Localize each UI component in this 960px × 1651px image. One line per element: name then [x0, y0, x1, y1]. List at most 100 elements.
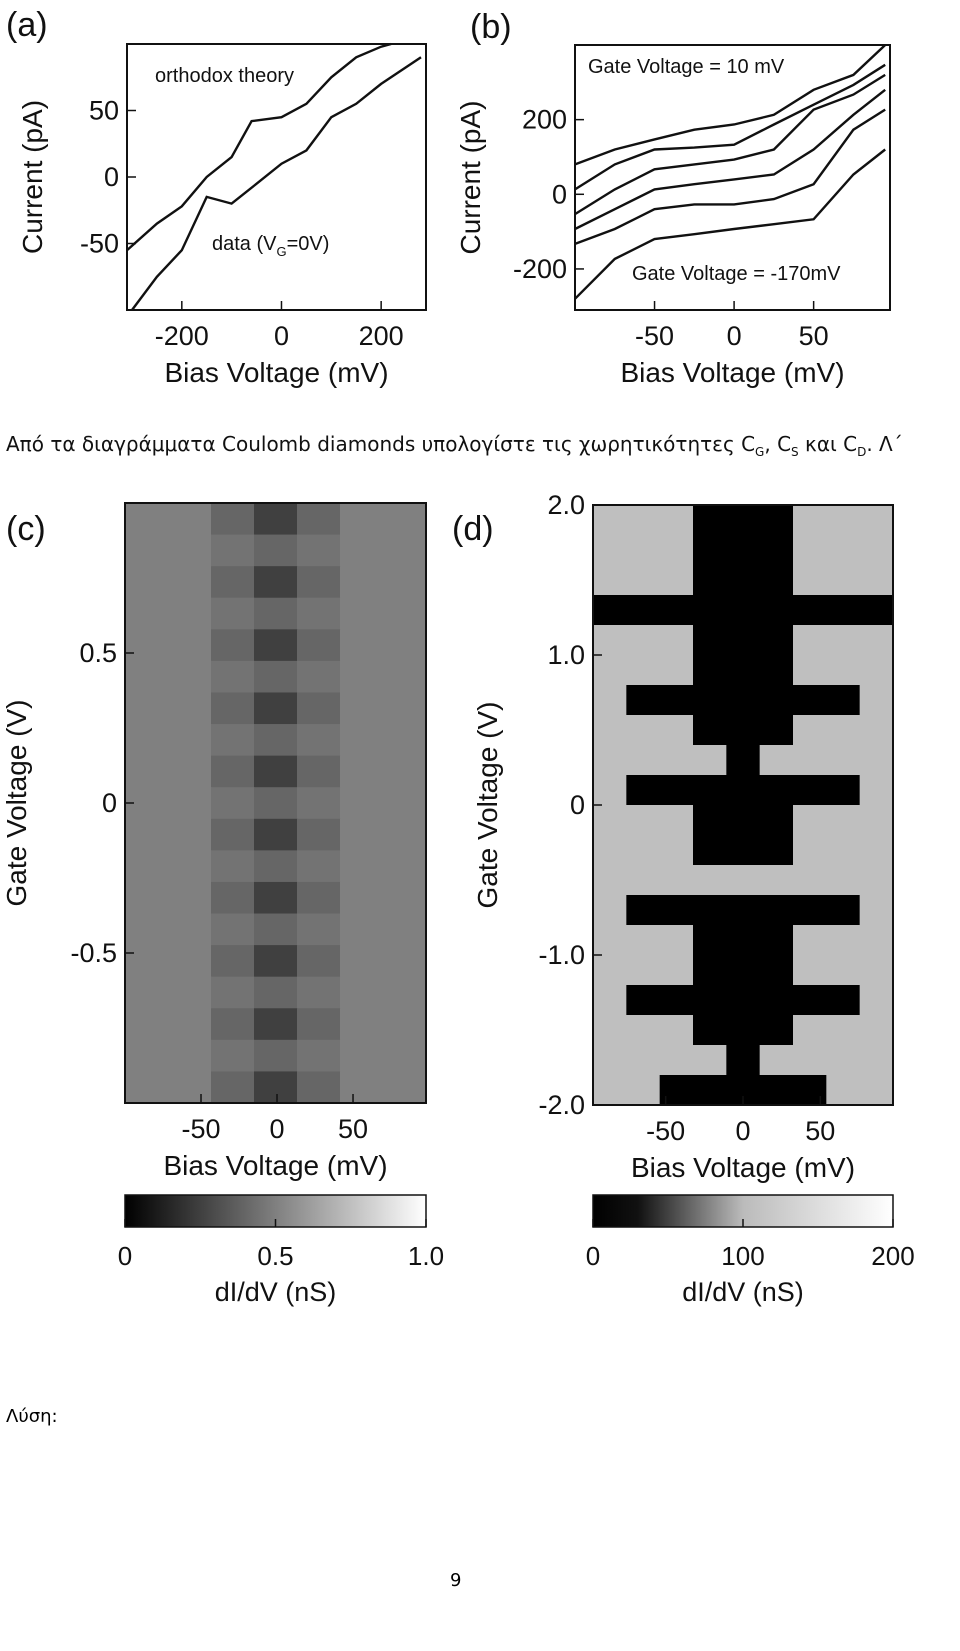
panel-label: (d) — [452, 510, 494, 548]
heat-cell — [793, 625, 827, 656]
heat-cell — [626, 955, 661, 986]
heat-cell — [659, 565, 694, 596]
heat-cell — [383, 755, 427, 788]
heat-cell — [859, 655, 894, 686]
heat-cell — [693, 535, 727, 566]
heat-cell — [826, 655, 861, 686]
y-tick-label: -0.5 — [70, 938, 117, 968]
heat-cell — [626, 655, 661, 686]
heat-cell — [859, 625, 894, 656]
heat-cell — [693, 835, 727, 866]
data-line — [574, 73, 886, 216]
heat-cell — [254, 629, 298, 662]
heat-cell — [211, 724, 255, 757]
heat-cell — [125, 913, 169, 946]
heat-cell — [168, 945, 212, 978]
heat-cell — [383, 1008, 427, 1041]
heat-cell — [693, 925, 727, 956]
y-tick-label: -2.0 — [538, 1090, 585, 1120]
heat-cell — [211, 881, 255, 915]
y-axis-label: Gate Voltage (V) — [1, 699, 32, 906]
heat-cell — [168, 503, 212, 536]
heat-cell — [859, 715, 894, 746]
heat-cell — [593, 865, 627, 896]
heat-cell — [793, 895, 827, 926]
heat-cell — [340, 566, 384, 599]
annotation: data (VG=0V) — [212, 233, 329, 259]
heat-cell — [168, 881, 212, 915]
x-tick-label: -50 — [646, 1116, 685, 1146]
heat-cell — [759, 775, 794, 806]
heat-cell — [593, 595, 627, 626]
y-axis-label: Current (pA) — [455, 100, 486, 254]
heat-cell — [826, 895, 861, 926]
annotation-text: Gate Voltage = 10 mV — [588, 56, 785, 78]
heat-cell — [168, 1039, 212, 1072]
annotation-text: orthodox theory — [155, 65, 294, 87]
heat-cell — [793, 955, 827, 986]
annotation-text: =0V) — [287, 233, 330, 255]
heat-cell — [211, 787, 255, 820]
colorbar-tick-label: 200 — [871, 1241, 914, 1271]
heat-cell — [826, 715, 861, 746]
heat-cell — [693, 955, 727, 986]
heat-cell — [859, 505, 894, 536]
heat-cell — [340, 850, 384, 883]
heat-cell — [659, 895, 694, 926]
heat-cell — [793, 925, 827, 956]
heat-cell — [297, 1039, 341, 1072]
heat-cell — [211, 660, 255, 693]
heat-cell — [859, 985, 894, 1016]
heat-cell — [168, 1071, 212, 1104]
heat-cell — [659, 595, 694, 626]
heat-cell — [254, 881, 298, 915]
heat-cell — [593, 505, 627, 536]
question-text: Από τα διαγράμματα Coulomb diamonds υπολ… — [6, 432, 756, 456]
heat-cell — [125, 850, 169, 883]
heat-cell — [254, 724, 298, 757]
heat-cell — [168, 724, 212, 757]
heat-cell — [759, 865, 794, 896]
heat-cell — [297, 787, 341, 820]
figure: -200 0 200 -50 0 50 Bias Voltage (mV) Current (… — [1, 6, 915, 1307]
heat-cell — [693, 1045, 727, 1076]
heat-cell — [168, 850, 212, 883]
heat-cell — [125, 1008, 169, 1041]
heat-cell — [659, 835, 694, 866]
heat-cell — [693, 865, 727, 896]
heat-cell — [859, 775, 894, 806]
heat-cell — [211, 945, 255, 978]
data-line — [574, 148, 886, 300]
heat-cell — [826, 745, 861, 776]
heat-cell — [211, 976, 255, 1009]
heat-cell — [726, 925, 761, 956]
heat-cell — [726, 1045, 761, 1076]
heat-cell — [693, 985, 727, 1016]
heat-cell — [659, 1015, 694, 1046]
heat-cell — [593, 565, 627, 596]
data-line — [574, 108, 886, 246]
heat-cell — [297, 566, 341, 599]
question-text: . Λ΄ — [866, 432, 903, 456]
heat-cell — [254, 913, 298, 946]
heat-cell — [693, 895, 727, 926]
panel-label: (b) — [470, 8, 512, 46]
subscript: D — [857, 445, 867, 459]
heat-cell — [211, 534, 255, 567]
heat-cell — [726, 685, 761, 716]
heat-cell — [593, 1015, 627, 1046]
heat-cell — [726, 805, 761, 836]
annotation: orthodox theory — [155, 65, 294, 87]
y-tick-label: 0.5 — [79, 638, 117, 668]
heat-cell — [211, 597, 255, 630]
heat-cell — [297, 660, 341, 693]
heat-cell — [254, 1008, 298, 1041]
heat-cell — [793, 835, 827, 866]
y-tick-label: 0 — [570, 790, 585, 820]
heat-cell — [826, 925, 861, 956]
heat-cell — [593, 715, 627, 746]
heat-cell — [125, 881, 169, 915]
heat-cell — [254, 945, 298, 978]
heat-cell — [859, 535, 894, 566]
x-tick-label: 50 — [805, 1116, 835, 1146]
